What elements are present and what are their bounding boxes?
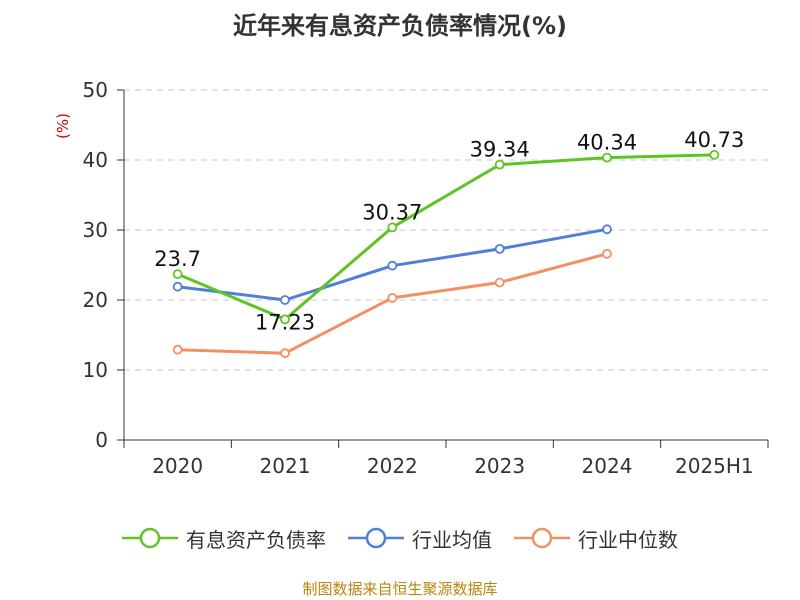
- x-tick-label: 2021: [260, 454, 311, 478]
- data-point: [387, 292, 398, 303]
- data-point: [280, 348, 290, 359]
- series-lines: [172, 149, 720, 359]
- legend-marker-industry-median: [514, 527, 570, 549]
- y-tick-label: 10: [83, 358, 108, 382]
- legend-label-interest-debt-ratio: 有息资产负债率: [186, 527, 326, 552]
- data-point: [494, 243, 505, 254]
- data-label: 40.34: [577, 131, 637, 155]
- data-label: 30.37: [362, 200, 422, 224]
- series-line: [177, 153, 715, 321]
- legend-label-industry-mean: 行业均值: [412, 527, 492, 552]
- data-point: [709, 149, 720, 160]
- x-tick-label: 2022: [367, 454, 418, 478]
- y-axis-label: (%): [54, 113, 72, 139]
- legend-item-interest-debt-ratio[interactable]: 有息资产负债率: [122, 524, 326, 553]
- x-tick-label: 2020: [152, 454, 203, 478]
- source-note: 制图数据来自恒生聚源数据库: [302, 580, 498, 598]
- data-point: [172, 281, 183, 292]
- x-tick-label: 2024: [582, 454, 633, 478]
- data-point: [172, 344, 183, 355]
- data-point: [602, 248, 612, 259]
- axes: 0 10 20 30 40 50 (%) 2020 2021 2022 2023 2024 2025H1: [54, 78, 769, 478]
- data-label: 17.23: [255, 310, 315, 334]
- data-point: [602, 224, 612, 235]
- legend: 有息资产负债率 行业均值 行业中位数: [0, 520, 800, 556]
- y-tick-label: 0: [95, 428, 108, 452]
- chart-title: 近年来有息资产负债率情况(%): [233, 12, 567, 40]
- data-point: [387, 260, 398, 271]
- data-point: [280, 314, 290, 325]
- data-point: [387, 222, 398, 233]
- data-point: [494, 159, 505, 170]
- legend-item-industry-median[interactable]: 行业中位数: [514, 524, 678, 553]
- y-tick-label: 30: [83, 218, 108, 242]
- data-labels: 23.7 17.23 30.37 39.34 40.34 40.73: [154, 128, 744, 335]
- legend-marker-interest-debt-ratio: [122, 527, 178, 549]
- data-point: [602, 152, 612, 163]
- data-label: 39.34: [470, 138, 530, 162]
- legend-label-industry-median: 行业中位数: [578, 527, 678, 552]
- y-tick-label: 20: [83, 288, 108, 312]
- y-tick-label: 40: [83, 148, 108, 172]
- legend-marker-industry-mean: [348, 527, 404, 549]
- y-tick-label: 50: [83, 78, 108, 102]
- data-point: [172, 269, 183, 280]
- data-point: [494, 277, 505, 288]
- data-label: 23.7: [154, 247, 201, 271]
- x-tick-label: 2025H1: [675, 454, 754, 478]
- data-point: [280, 295, 290, 305]
- x-tick-label: 2023: [474, 454, 525, 478]
- grid-lines: [124, 89, 768, 371]
- data-label: 40.73: [684, 128, 744, 152]
- legend-item-industry-mean[interactable]: 行业均值: [348, 524, 492, 553]
